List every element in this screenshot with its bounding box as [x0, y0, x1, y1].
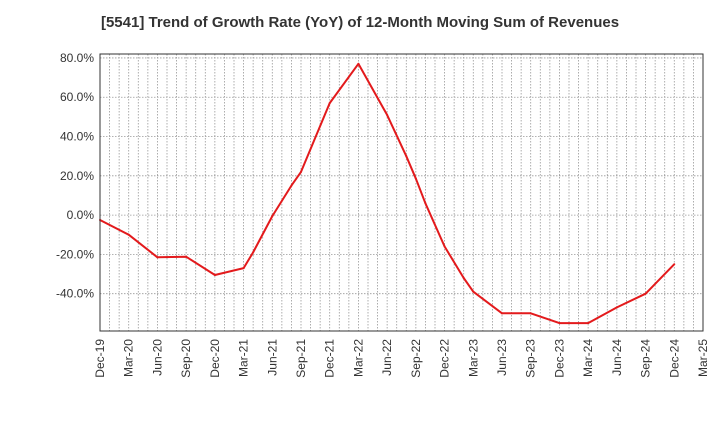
data-point	[587, 322, 590, 325]
data-point	[424, 202, 427, 205]
x-tick-label: Sep-21	[294, 339, 308, 378]
data-point	[185, 255, 188, 258]
x-tick-label: Dec-21	[323, 339, 337, 378]
x-tick-label: Jun-22	[380, 339, 394, 376]
series-line	[99, 62, 676, 325]
x-tick-label: Jun-23	[495, 339, 509, 376]
x-tick-label: Mar-21	[237, 339, 251, 377]
data-point	[300, 170, 302, 173]
y-tick-label: -40.0%	[56, 287, 94, 301]
x-tick-label: Jun-24	[610, 339, 624, 376]
data-point	[529, 312, 532, 315]
y-tick-label: 80.0%	[60, 51, 94, 65]
chart-title: [5541] Trend of Growth Rate (YoY) of 12-…	[100, 14, 620, 31]
data-point	[328, 102, 331, 105]
x-tick-label: Dec-20	[208, 339, 222, 378]
data-point	[558, 322, 561, 325]
data-point	[472, 290, 475, 293]
data-point	[501, 312, 503, 315]
data-point	[615, 306, 618, 309]
data-point	[242, 267, 245, 270]
x-tick-label: Dec-23	[552, 339, 566, 378]
x-tick-label: Jun-21	[265, 339, 279, 376]
x-tick-label: Sep-24	[639, 339, 653, 378]
x-tick-label: Mar-20	[122, 339, 136, 377]
plot-frame	[99, 53, 704, 332]
x-tick-label: Mar-23	[466, 339, 480, 377]
data-point	[644, 292, 647, 295]
y-tick-label: 20.0%	[60, 169, 94, 183]
x-tick-label: Dec-24	[667, 339, 681, 378]
data-point	[386, 113, 389, 116]
x-tick-label: Sep-20	[179, 339, 193, 378]
x-tick-label: Mar-24	[581, 339, 595, 377]
data-point	[357, 62, 360, 65]
x-tick-label: Dec-22	[438, 339, 452, 378]
x-tick-label: Sep-22	[409, 339, 423, 378]
x-tick-label: Dec-19	[93, 339, 107, 378]
data-point	[213, 274, 216, 277]
data-point	[271, 215, 274, 218]
data-point	[405, 155, 408, 158]
x-tick-label: Mar-25	[696, 339, 710, 377]
x-tick-label: Mar-22	[351, 339, 365, 377]
data-point	[443, 245, 446, 248]
y-tick-label: 40.0%	[60, 130, 94, 144]
y-tick-label: 60.0%	[60, 90, 94, 104]
x-tick-label: Sep-23	[524, 339, 538, 378]
data-point	[462, 276, 465, 279]
data-point	[673, 263, 676, 266]
data-point	[414, 177, 417, 180]
data-point	[290, 184, 293, 187]
data-point	[127, 233, 130, 236]
y-tick-label: -20.0%	[56, 247, 94, 261]
data-point	[156, 256, 159, 259]
y-tick-label: 0.0%	[67, 208, 95, 222]
x-tick-label: Jun-20	[150, 339, 164, 376]
data-point	[252, 251, 255, 254]
